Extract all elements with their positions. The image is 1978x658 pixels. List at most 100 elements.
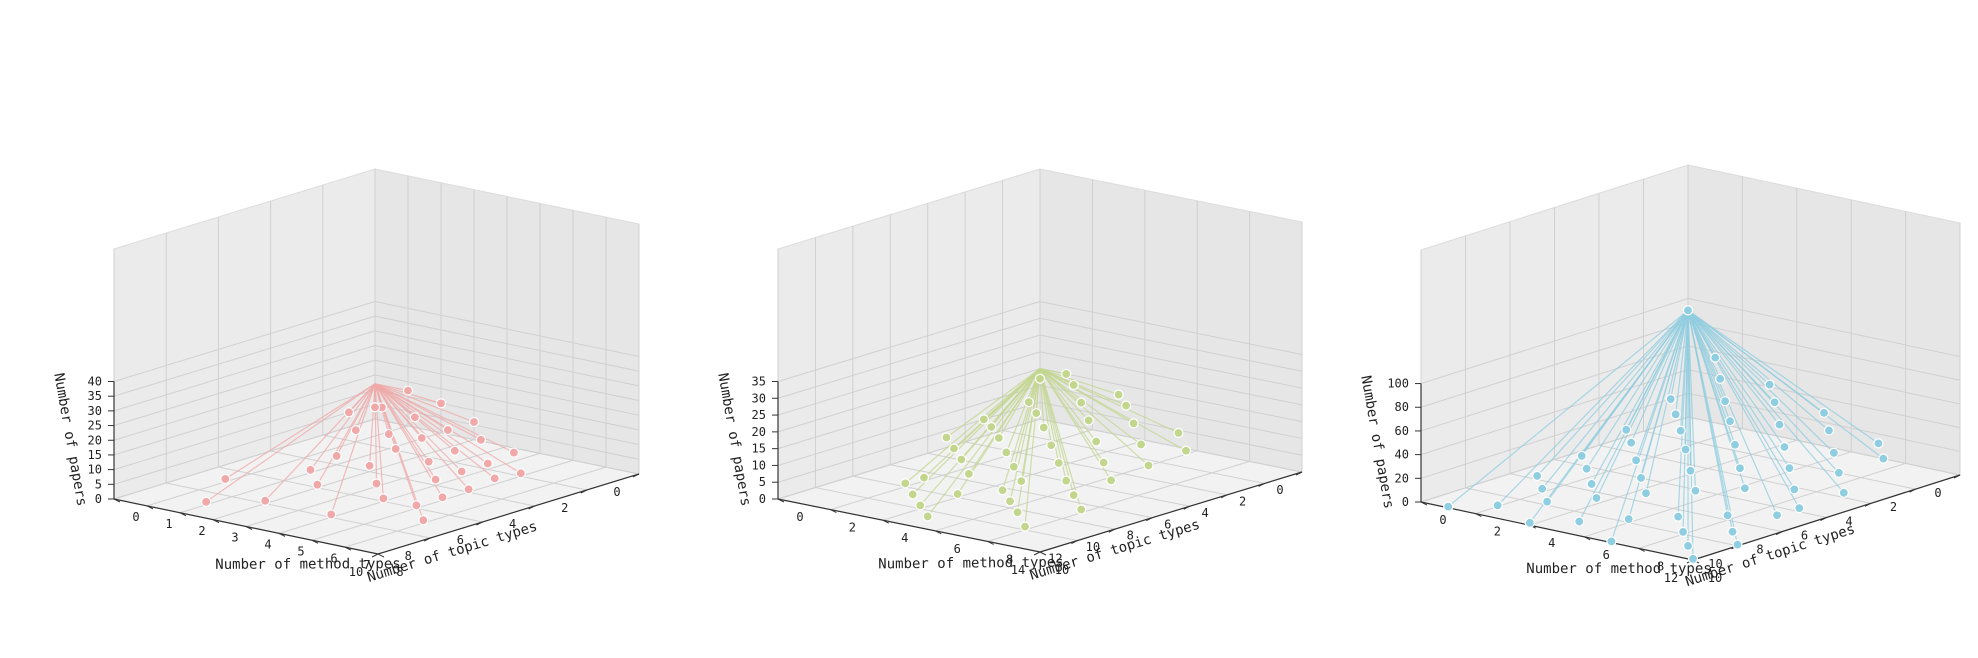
x-tick-label: 6 <box>457 533 464 547</box>
y-tick-label: 8 <box>1006 552 1013 566</box>
data-stem <box>1687 310 1739 545</box>
data-point <box>463 484 474 495</box>
data-stem <box>1447 309 1689 508</box>
data-point <box>1143 460 1154 471</box>
data-stem <box>374 383 463 472</box>
data-point <box>1541 496 1553 507</box>
data-point <box>1685 465 1696 476</box>
data-point <box>1873 438 1884 449</box>
data-stem <box>1687 310 1721 380</box>
data-point <box>1106 475 1117 486</box>
data-point <box>952 488 963 500</box>
data-point <box>1012 507 1023 518</box>
data-point <box>1833 467 1844 478</box>
data-point <box>468 416 480 428</box>
data-stem <box>968 368 1041 475</box>
data-stem <box>904 368 1041 484</box>
data-point <box>378 493 389 504</box>
data-stem <box>1687 310 1697 491</box>
data-point <box>1640 488 1652 499</box>
x-tick-label: 8 <box>1127 529 1134 543</box>
data-stem <box>1039 368 1075 496</box>
data-point <box>1682 540 1694 552</box>
x-tick-label: 10 <box>1708 557 1722 571</box>
data-stem <box>330 383 376 515</box>
data-point <box>383 428 394 440</box>
data-point <box>1113 389 1124 400</box>
data-stem <box>369 383 376 466</box>
y-tick-label: 6 <box>1603 548 1610 562</box>
y-tick-label: 6 <box>330 551 337 565</box>
data-stem <box>1687 310 1729 516</box>
x-tick-label: 12 <box>1048 552 1062 566</box>
data-point <box>220 473 231 485</box>
data-stem <box>1687 309 1879 444</box>
data-stem <box>374 383 430 463</box>
data-stem <box>1039 368 1082 404</box>
data-stem <box>1013 368 1041 467</box>
y-tick-label: 3 <box>231 531 238 545</box>
data-stem <box>1687 310 1726 402</box>
data-point <box>312 479 323 490</box>
z-axis-label: Number of papers <box>50 372 89 508</box>
data-stem <box>1687 310 1778 516</box>
data-point <box>1008 461 1019 472</box>
data-point <box>430 474 441 485</box>
x-tick-label: 10 <box>1086 540 1100 554</box>
data-point <box>423 456 434 467</box>
data-stem <box>927 368 1041 517</box>
data-point <box>1665 393 1676 405</box>
y-tick-label: 10 <box>1055 563 1069 577</box>
data-stem <box>946 368 1041 438</box>
data-stem <box>912 368 1041 495</box>
data-stem <box>1625 310 1689 431</box>
x-tick-label: 14 <box>1011 563 1025 577</box>
data-point <box>1120 400 1132 411</box>
data-series <box>201 383 526 526</box>
data-point <box>1677 526 1689 537</box>
data-point <box>1004 496 1016 507</box>
data-point <box>1034 373 1046 384</box>
data-point <box>305 464 316 475</box>
data-stem <box>1039 368 1179 434</box>
data-point <box>1621 424 1632 435</box>
y-tick-label: 6 <box>954 542 961 556</box>
data-point <box>1046 440 1057 451</box>
y-tick-label: 7 <box>363 558 370 572</box>
data-point <box>331 450 342 462</box>
data-stem <box>374 383 496 479</box>
z-tick-label: 5 <box>95 477 102 491</box>
data-stem <box>1687 309 1775 403</box>
data-point <box>1524 517 1535 528</box>
data-point <box>1727 526 1738 537</box>
data-point <box>1838 487 1849 498</box>
data-point <box>1771 510 1783 521</box>
data-point <box>900 478 911 489</box>
z-axis-label: Number of papers <box>714 372 753 508</box>
data-point <box>1682 305 1694 316</box>
data-stem <box>374 383 423 439</box>
data-point <box>1732 539 1743 550</box>
z-tick-label: 20 <box>1395 471 1409 485</box>
y-tick-label: 2 <box>1494 525 1501 539</box>
data-point <box>409 412 420 423</box>
data-stem <box>374 383 489 464</box>
data-stem <box>310 383 376 471</box>
y-tick-label: 2 <box>198 524 205 538</box>
data-point <box>948 443 960 454</box>
y-axis-label: Number of method types <box>878 555 1064 573</box>
data-point <box>1038 422 1049 433</box>
data-point <box>1576 450 1587 461</box>
data-point <box>1739 483 1751 494</box>
data-point <box>978 414 989 425</box>
data-stem <box>1684 310 1689 450</box>
data-point <box>1690 485 1701 496</box>
y-tick-label: 5 <box>297 544 304 558</box>
data-stem <box>919 368 1041 506</box>
data-stem <box>1687 309 1884 460</box>
y-tick-label: 0 <box>1439 513 1446 527</box>
data-point <box>1779 441 1790 453</box>
z-tick-label: 10 <box>752 458 766 472</box>
